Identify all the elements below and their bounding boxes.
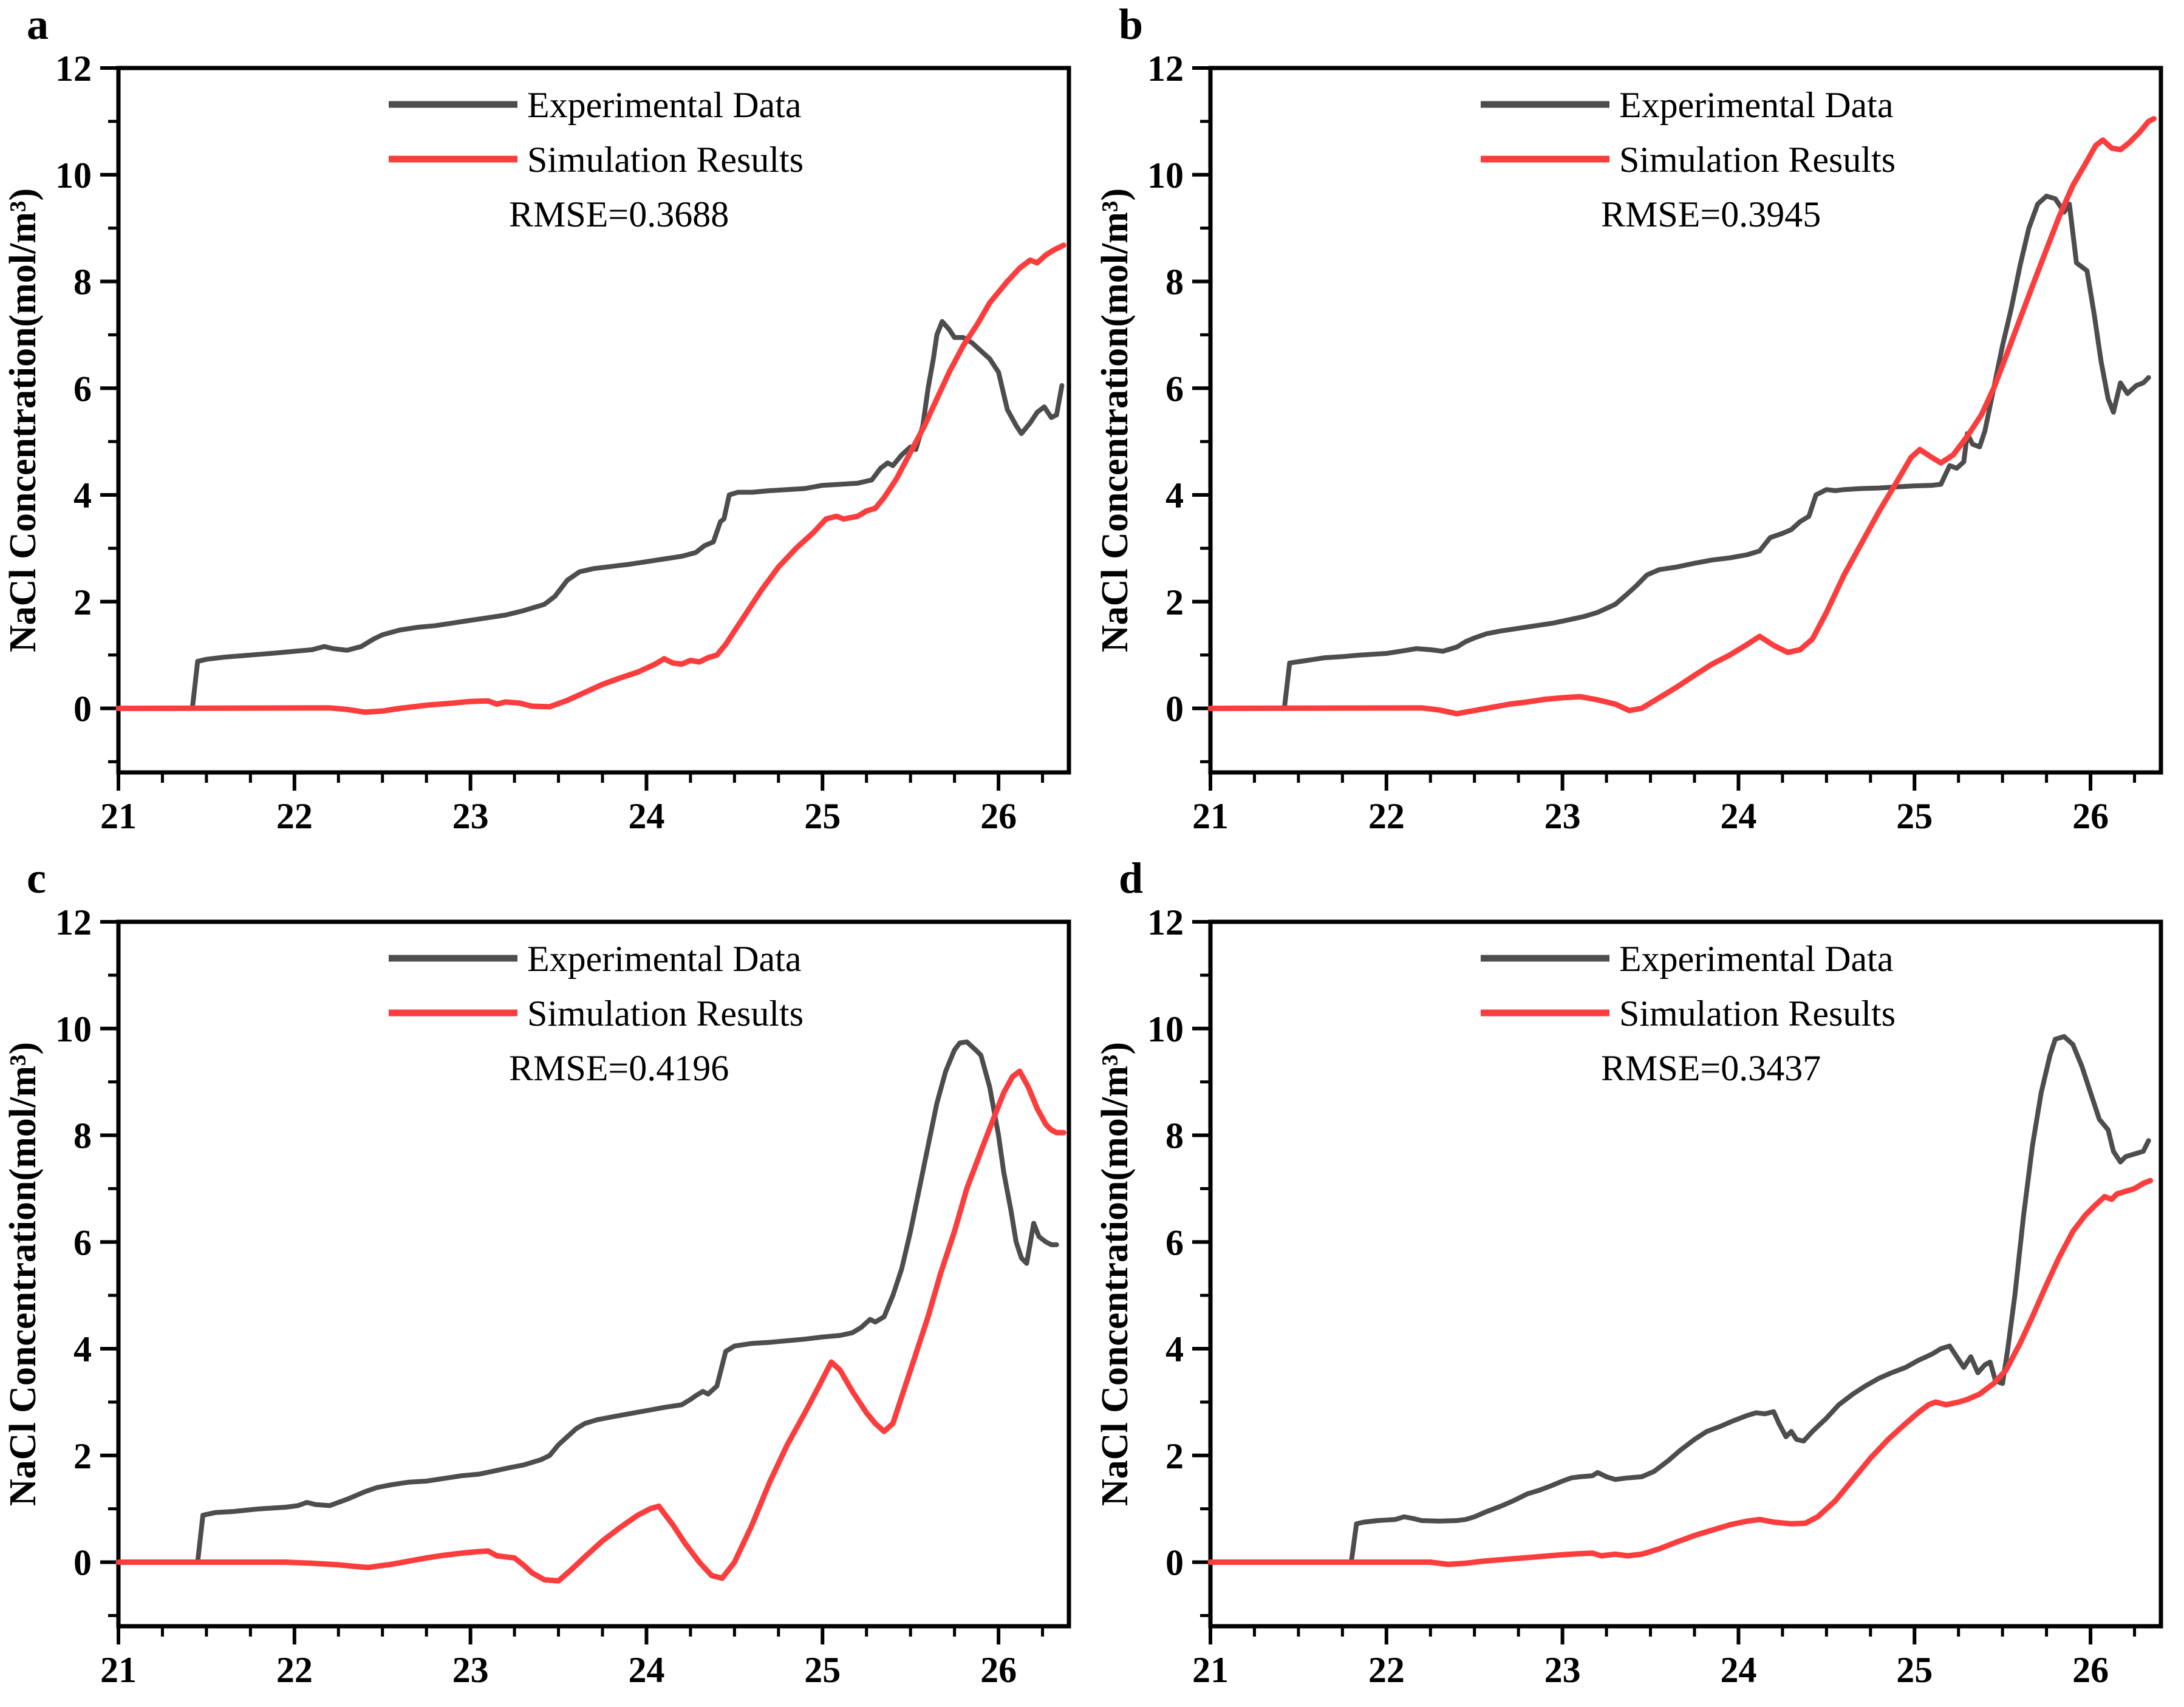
x-tick-label: 21: [1192, 1650, 1229, 1690]
panel-letter-c: c: [27, 854, 46, 902]
y-tick-label: 8: [73, 262, 92, 302]
legend-label-experimental: Experimental Data: [1619, 939, 1893, 979]
y-tick-label: 2: [73, 582, 92, 622]
y-axis-label: NaCl Concentration(mol/m³): [1094, 1042, 1136, 1506]
x-tick-label: 22: [276, 796, 313, 836]
x-tick-label: 25: [1896, 1650, 1933, 1690]
x-tick-label: 23: [452, 1650, 489, 1690]
x-axis-label: Time(d): [527, 1704, 660, 1707]
x-tick-label: 22: [1368, 796, 1405, 836]
x-tick-label: 24: [1720, 796, 1756, 836]
y-tick-label: 12: [55, 902, 92, 942]
panel-c: c 212223242526024681012Time(d)NaCl Conce…: [0, 854, 1092, 1707]
rmse-label: RMSE=0.3945: [1601, 194, 1821, 234]
x-tick-label: 21: [1192, 796, 1229, 836]
x-axis-label: Time(d): [1619, 1704, 1752, 1707]
panel-a: a 212223242526024681012Time(d)NaCl Conce…: [0, 0, 1092, 853]
plot-border: [1208, 919, 2163, 1629]
y-tick-label: 4: [73, 1329, 92, 1369]
legend-label-simulation: Simulation Results: [527, 993, 804, 1034]
x-tick-label: 22: [276, 1650, 313, 1690]
panel-letter-d: d: [1119, 854, 1144, 902]
y-axis-label: NaCl Concentration(mol/m³): [1094, 188, 1136, 652]
x-tick-label: 25: [804, 1650, 841, 1690]
chart-c: 212223242526024681012Time(d)NaCl Concent…: [2, 902, 1071, 1707]
y-tick-label: 0: [73, 689, 92, 729]
x-tick-label: 24: [628, 1650, 664, 1690]
x-tick-label: 25: [804, 796, 841, 836]
x-axis-label: Time(d): [1619, 850, 1752, 853]
y-tick-label: 4: [1165, 1329, 1184, 1369]
x-tick-label: 26: [980, 796, 1017, 836]
y-tick-label: 0: [1165, 1543, 1184, 1583]
x-tick-label: 21: [100, 1650, 137, 1690]
legend-label-simulation: Simulation Results: [1619, 993, 1896, 1034]
plot-border: [1208, 66, 2163, 775]
experimental-line: [116, 319, 1065, 711]
y-tick-label: 10: [1147, 1009, 1184, 1049]
panel-d: d 212223242526024681012Time(d)NaCl Conce…: [1092, 854, 2184, 1707]
y-tick-label: 10: [1147, 155, 1184, 196]
rmse-label: RMSE=0.4196: [509, 1048, 729, 1088]
legend-label-experimental: Experimental Data: [527, 939, 801, 979]
rmse-label: RMSE=0.3437: [1601, 1048, 1821, 1088]
y-axis-label: NaCl Concentration(mol/m³): [2, 188, 44, 652]
x-tick-label: 22: [1368, 1650, 1405, 1690]
experimental-line: [1208, 193, 2151, 711]
y-tick-label: 2: [73, 1436, 92, 1476]
panel-letter-a: a: [27, 0, 49, 49]
y-tick-label: 12: [55, 49, 92, 89]
x-tick-label: 23: [1544, 796, 1581, 836]
y-tick-label: 8: [1165, 262, 1184, 302]
experimental-line: [1208, 1034, 2151, 1565]
x-tick-label: 21: [100, 796, 137, 836]
simulation-line: [1207, 1177, 2154, 1567]
simulation-line: [115, 1068, 1066, 1584]
y-tick-label: 4: [1165, 475, 1184, 516]
rmse-label: RMSE=0.3688: [509, 194, 729, 234]
y-tick-label: 12: [1147, 902, 1184, 942]
x-tick-label: 26: [2072, 1650, 2109, 1690]
y-tick-label: 2: [1165, 582, 1184, 622]
y-tick-label: 8: [73, 1116, 92, 1156]
x-tick-label: 25: [1896, 796, 1933, 836]
y-axis-label: NaCl Concentration(mol/m³): [2, 1042, 44, 1506]
experimental-line: [116, 1039, 1059, 1565]
x-tick-label: 24: [1720, 1650, 1756, 1690]
simulation-line: [115, 242, 1066, 715]
legend-label-simulation: Simulation Results: [1619, 140, 1896, 180]
y-tick-label: 10: [55, 155, 92, 196]
y-tick-label: 0: [1165, 689, 1184, 729]
panel-b: b 212223242526024681012Time(d)NaCl Conce…: [1092, 0, 2184, 853]
y-tick-label: 6: [73, 1222, 92, 1262]
x-tick-label: 26: [980, 1650, 1017, 1690]
legend-label-experimental: Experimental Data: [1619, 85, 1893, 125]
chart-a: 212223242526024681012Time(d)NaCl Concent…: [2, 49, 1071, 853]
y-tick-label: 6: [1165, 1222, 1184, 1262]
y-tick-label: 6: [1165, 369, 1184, 409]
y-tick-label: 12: [1147, 49, 1184, 89]
x-tick-label: 24: [628, 796, 664, 836]
x-tick-label: 26: [2072, 796, 2109, 836]
panel-letter-b: b: [1119, 0, 1144, 49]
legend-label-experimental: Experimental Data: [527, 85, 801, 125]
chart-d: 212223242526024681012Time(d)NaCl Concent…: [1094, 902, 2163, 1707]
simulation-line: [1207, 116, 2157, 717]
x-axis-label: Time(d): [527, 850, 660, 853]
x-tick-label: 23: [452, 796, 489, 836]
y-tick-label: 4: [73, 475, 92, 516]
plot-border: [116, 919, 1071, 1629]
y-tick-label: 10: [55, 1009, 92, 1049]
y-tick-label: 0: [73, 1543, 92, 1583]
y-tick-label: 8: [1165, 1116, 1184, 1156]
plot-border: [116, 66, 1071, 775]
y-tick-label: 2: [1165, 1436, 1184, 1476]
x-tick-label: 23: [1544, 1650, 1581, 1690]
chart-b: 212223242526024681012Time(d)NaCl Concent…: [1094, 49, 2163, 853]
y-tick-label: 6: [73, 369, 92, 409]
legend-label-simulation: Simulation Results: [527, 140, 804, 180]
